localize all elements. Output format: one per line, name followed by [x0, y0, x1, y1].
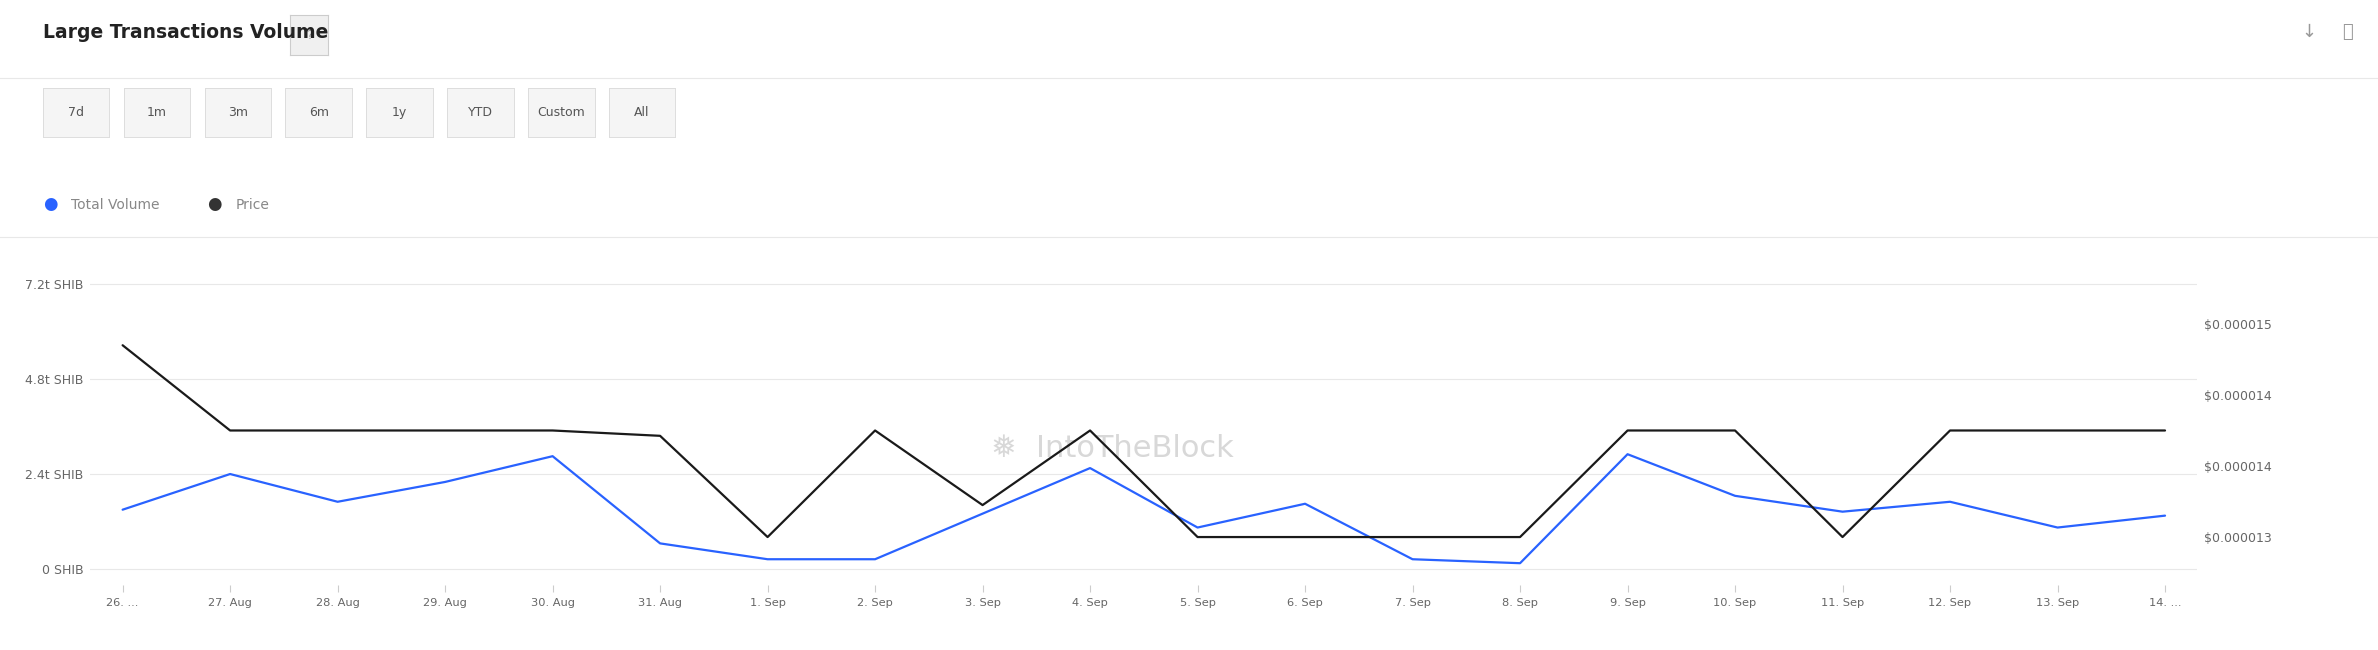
Text: 6m: 6m: [309, 105, 328, 118]
Text: ?: ?: [307, 29, 312, 42]
Text: 1m: 1m: [147, 105, 166, 118]
Text: All: All: [635, 105, 649, 118]
Text: 7d: 7d: [69, 105, 83, 118]
Text: Large Transactions Volume: Large Transactions Volume: [43, 23, 328, 42]
Text: Total Volume: Total Volume: [71, 198, 159, 213]
Text: ⤢: ⤢: [2342, 23, 2352, 41]
Text: YTD: YTD: [468, 105, 492, 118]
Text: ↓: ↓: [2302, 23, 2316, 41]
Text: 1y: 1y: [392, 105, 407, 118]
Text: ●: ●: [43, 195, 57, 213]
Text: 3m: 3m: [228, 105, 247, 118]
Text: ❅  IntoTheBlock: ❅ IntoTheBlock: [992, 434, 1234, 463]
Text: Price: Price: [235, 198, 269, 213]
Text: Custom: Custom: [537, 105, 585, 118]
Text: ●: ●: [207, 195, 221, 213]
